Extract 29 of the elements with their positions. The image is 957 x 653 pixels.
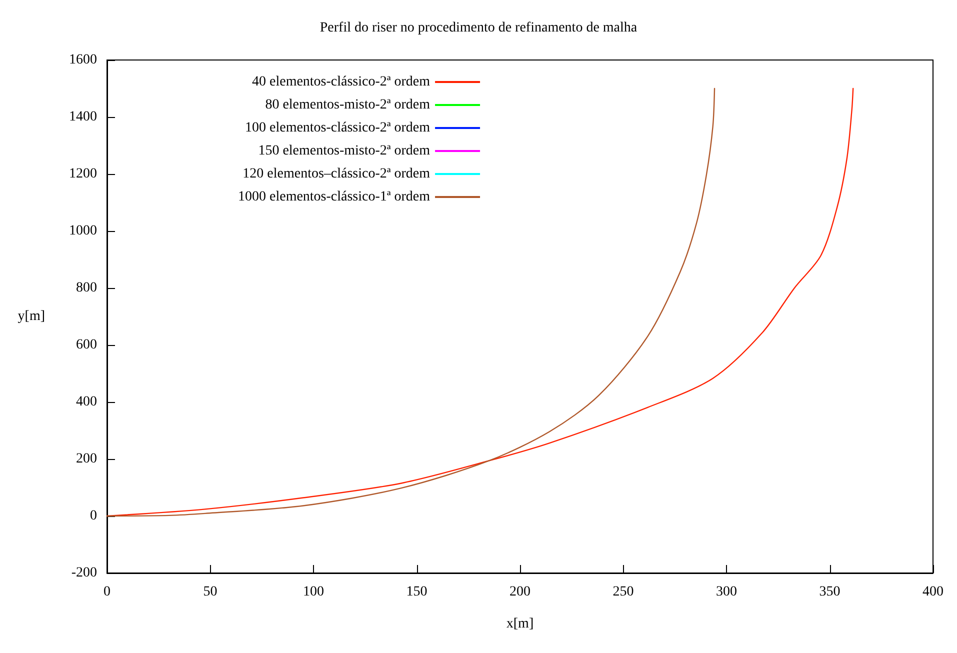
legend-label: 100 elementos-clássico-2ª ordem: [244, 120, 430, 136]
legend-label: 120 elementos–clássico-2ª ordem: [242, 166, 430, 182]
y-tick-label: 800: [76, 280, 97, 296]
x-tick-label: 50: [203, 584, 218, 600]
legend-label: 80 elementos-misto-2ª ordem: [265, 98, 430, 112]
y-tick-label: 0: [90, 508, 97, 524]
y-tick-label: 200: [76, 452, 97, 466]
y-tick-label: -200: [71, 566, 97, 580]
line-series: [106, 88, 716, 517]
x-tick-label: 350: [819, 584, 840, 600]
x-tick-label: 0: [104, 584, 110, 600]
x-tick-label: 400: [922, 584, 944, 600]
x-tick-label: 300: [716, 584, 737, 600]
legend-label: 40 elementos-clássico-2ª ordem: [252, 74, 430, 90]
x-tick-label: 250: [612, 584, 634, 600]
x-tick-label: 150: [406, 584, 428, 600]
y-tick-label: 1000: [69, 224, 97, 238]
y-tick-label: 1400: [69, 110, 97, 124]
y-tick-label: 400: [76, 394, 97, 410]
y-tick-label: 1200: [69, 166, 97, 182]
y-tick-label: 600: [76, 338, 97, 352]
y-tick-label: 1600: [69, 52, 97, 68]
chart-title: Perfil do riser no procedimento de refinamento de malha: [320, 20, 638, 36]
legend-label: 150 elementos-misto-2ª ordem: [258, 144, 430, 158]
x-tick-label: 100: [303, 584, 324, 600]
x-tick-label: 200: [510, 584, 530, 600]
legend-label: 1000 elementos-clássico-1ª ordem: [238, 190, 430, 204]
x-axis-title: x[m]: [506, 616, 534, 632]
y-axis-title: y[m]: [18, 309, 45, 324]
